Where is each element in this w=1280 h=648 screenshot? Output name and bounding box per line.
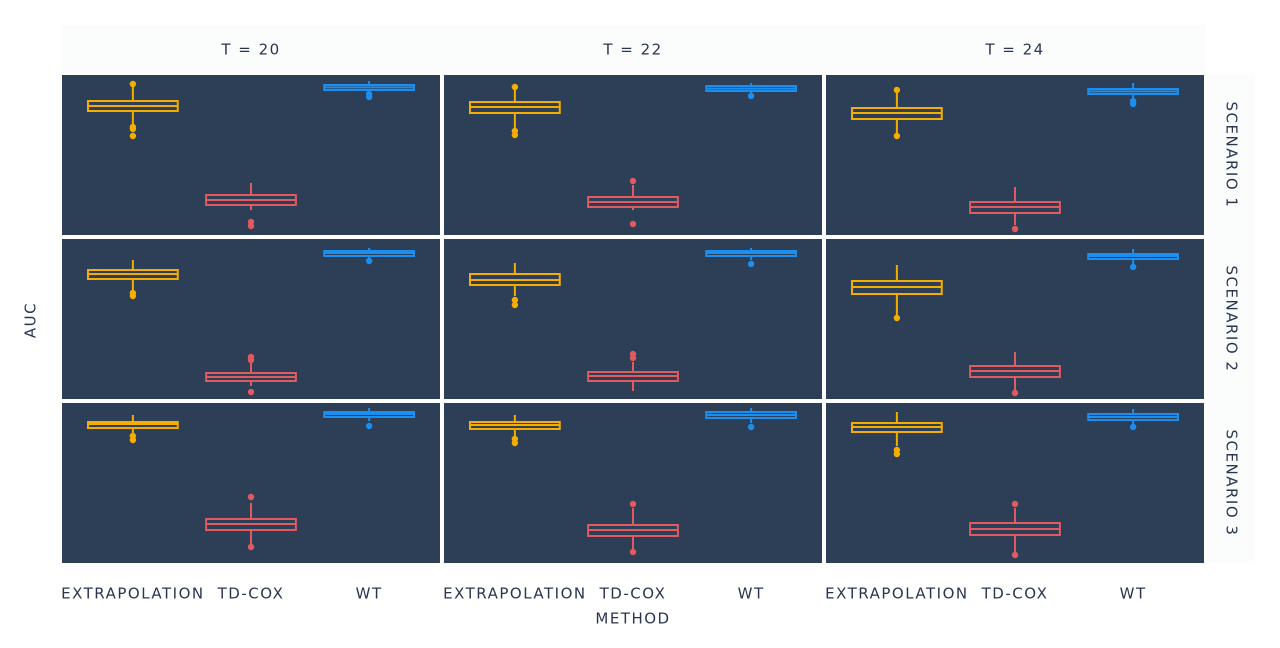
outlier bbox=[247, 543, 255, 551]
x-tick-label: EXTRAPOLATION bbox=[443, 585, 587, 603]
row-strip bbox=[1207, 75, 1255, 563]
x-axis-label: METHOD bbox=[595, 610, 670, 628]
panel bbox=[444, 75, 822, 235]
panel bbox=[62, 75, 440, 235]
outlier bbox=[511, 83, 519, 91]
x-tick-label: EXTRAPOLATION bbox=[825, 585, 969, 603]
outlier bbox=[1129, 263, 1137, 271]
x-tick-label: EXTRAPOLATION bbox=[61, 585, 205, 603]
outlier bbox=[511, 301, 519, 309]
outlier bbox=[629, 548, 637, 556]
x-tick-label: WT bbox=[1120, 585, 1147, 603]
outlier bbox=[1011, 500, 1019, 508]
outlier bbox=[629, 354, 637, 362]
x-tick-label: WT bbox=[738, 585, 765, 603]
outlier bbox=[747, 423, 755, 431]
x-tick-label: TD-COX bbox=[599, 585, 667, 603]
outlier bbox=[511, 439, 519, 447]
outlier bbox=[893, 132, 901, 140]
column-label: T = 22 bbox=[602, 41, 662, 59]
y-axis-label: AUC bbox=[22, 302, 40, 338]
outlier bbox=[247, 356, 255, 364]
outlier bbox=[129, 436, 137, 444]
outlier bbox=[247, 222, 255, 230]
column-strip bbox=[62, 25, 1205, 73]
x-tick-label: TD-COX bbox=[981, 585, 1049, 603]
row-label: SCENARIO 1 bbox=[1223, 102, 1241, 209]
outlier bbox=[129, 125, 137, 133]
outlier bbox=[1011, 389, 1019, 397]
row-label: SCENARIO 3 bbox=[1223, 430, 1241, 537]
outlier bbox=[893, 450, 901, 458]
outlier bbox=[365, 422, 373, 430]
outlier bbox=[629, 177, 637, 185]
outlier bbox=[511, 131, 519, 139]
outlier bbox=[893, 314, 901, 322]
outlier bbox=[129, 292, 137, 300]
outlier bbox=[365, 93, 373, 101]
outlier bbox=[629, 220, 637, 228]
outlier bbox=[511, 296, 519, 304]
x-tick-label: TD-COX bbox=[217, 585, 285, 603]
outlier bbox=[1011, 225, 1019, 233]
outlier bbox=[747, 260, 755, 268]
outlier bbox=[129, 80, 137, 88]
outlier bbox=[365, 257, 373, 265]
outlier bbox=[1129, 423, 1137, 431]
outlier bbox=[247, 388, 255, 396]
x-tick-label: WT bbox=[356, 585, 383, 603]
outlier bbox=[893, 86, 901, 94]
outlier bbox=[747, 92, 755, 100]
outlier bbox=[1011, 551, 1019, 559]
row-label: SCENARIO 2 bbox=[1223, 266, 1241, 373]
outlier bbox=[629, 500, 637, 508]
outlier bbox=[129, 132, 137, 140]
column-label: T = 24 bbox=[984, 41, 1044, 59]
outlier bbox=[247, 493, 255, 501]
outlier bbox=[1129, 100, 1137, 108]
column-label: T = 20 bbox=[220, 41, 280, 59]
